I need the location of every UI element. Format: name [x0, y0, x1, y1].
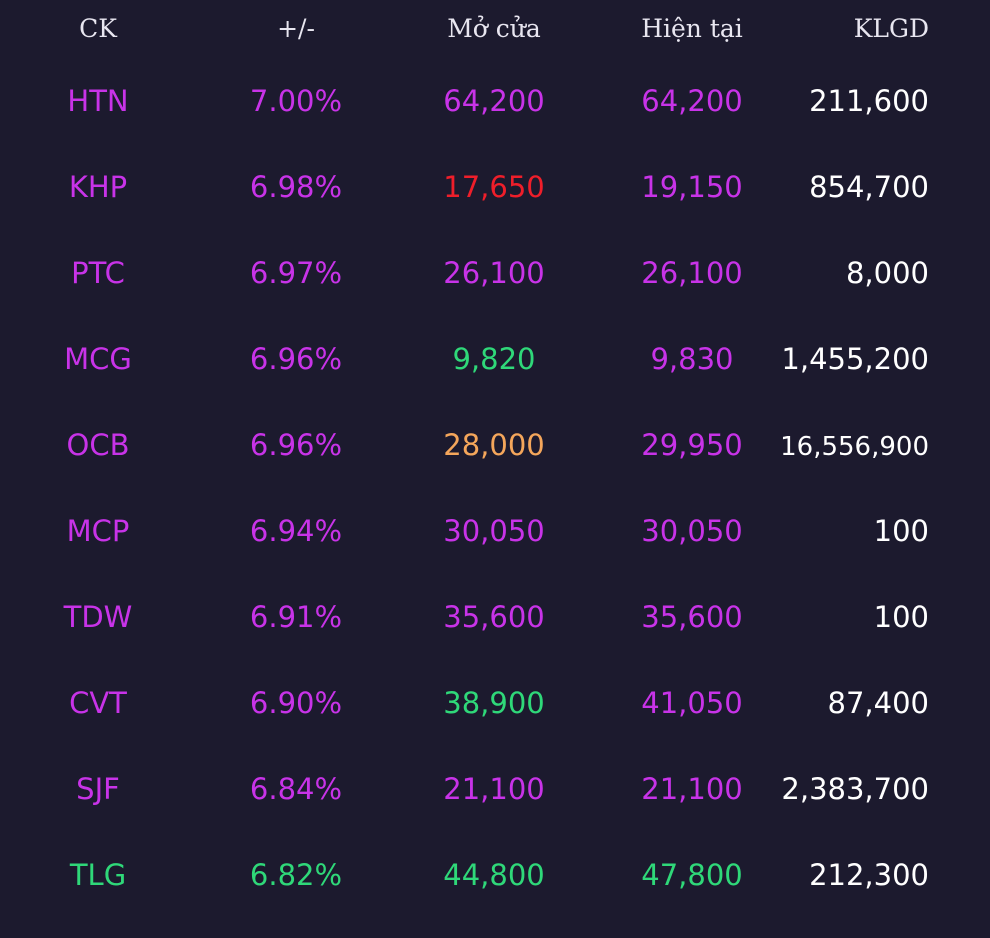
cell-change: 6.90%	[249, 686, 343, 720]
table-row[interactable]: SJF 6.84% 21,100 21,100 2,383,700	[0, 746, 990, 832]
cell-volume: 2,383,700	[781, 772, 929, 806]
cell-ck[interactable]: PTC	[71, 256, 125, 290]
table-row[interactable]: MCG 6.96% 9,820 9,830 1,455,200	[0, 316, 990, 402]
cell-ck[interactable]: OCB	[66, 428, 130, 462]
cell-change: 7.00%	[249, 84, 343, 118]
cell-volume: 87,400	[827, 686, 929, 720]
table-row[interactable]: TLG 6.82% 44,800 47,800 212,300	[0, 832, 990, 918]
cell-change: 6.82%	[249, 858, 343, 892]
header-open[interactable]: Mở cửa	[447, 14, 541, 43]
cell-current: 19,150	[641, 170, 743, 204]
cell-ck[interactable]: SJF	[76, 772, 120, 806]
cell-change: 6.91%	[249, 600, 343, 634]
cell-change: 6.96%	[249, 342, 343, 376]
cell-current: 21,100	[641, 772, 743, 806]
cell-current: 47,800	[641, 858, 743, 892]
table-row[interactable]: MCP 6.94% 30,050 30,050 100	[0, 488, 990, 574]
table-body: HTN 7.00% 64,200 64,200 211,600 KHP 6.98…	[0, 58, 990, 918]
cell-volume: 1,455,200	[781, 342, 929, 376]
cell-current: 35,600	[641, 600, 743, 634]
table-row[interactable]: HTN 7.00% 64,200 64,200 211,600	[0, 58, 990, 144]
cell-ck[interactable]: TLG	[69, 858, 127, 892]
cell-current: 41,050	[641, 686, 743, 720]
cell-open: 21,100	[443, 772, 545, 806]
header-change[interactable]: +/-	[277, 14, 315, 43]
cell-ck[interactable]: MCG	[64, 342, 132, 376]
cell-current: 30,050	[641, 514, 743, 548]
cell-change: 6.94%	[249, 514, 343, 548]
cell-volume: 211,600	[809, 84, 929, 118]
table-row[interactable]: KHP 6.98% 17,650 19,150 854,700	[0, 144, 990, 230]
cell-current: 9,830	[650, 342, 734, 376]
cell-open: 9,820	[452, 342, 536, 376]
cell-change: 6.98%	[249, 170, 343, 204]
cell-volume: 100	[873, 600, 929, 634]
header-volume[interactable]: KLGD	[853, 14, 929, 43]
cell-current: 29,950	[641, 428, 743, 462]
table-row[interactable]: OCB 6.96% 28,000 29,950 16,556,900	[0, 402, 990, 488]
cell-open: 17,650	[443, 170, 545, 204]
cell-change: 6.96%	[249, 428, 343, 462]
cell-volume: 16,556,900	[780, 432, 929, 462]
table-row[interactable]: PTC 6.97% 26,100 26,100 8,000	[0, 230, 990, 316]
cell-change: 6.97%	[249, 256, 343, 290]
cell-open: 35,600	[443, 600, 545, 634]
cell-ck[interactable]: CVT	[69, 686, 127, 720]
cell-ck[interactable]: KHP	[68, 170, 128, 204]
cell-current: 26,100	[641, 256, 743, 290]
cell-volume: 100	[873, 514, 929, 548]
cell-open: 44,800	[443, 858, 545, 892]
cell-open: 26,100	[443, 256, 545, 290]
table-row[interactable]: CVT 6.90% 38,900 41,050 87,400	[0, 660, 990, 746]
cell-volume: 8,000	[845, 256, 929, 290]
cell-ck[interactable]: TDW	[63, 600, 133, 634]
cell-current: 64,200	[641, 84, 743, 118]
cell-volume: 854,700	[809, 170, 929, 204]
table-header: CK +/- Mở cửa Hiện tại KLGD	[0, 0, 990, 60]
cell-open: 28,000	[443, 428, 545, 462]
cell-open: 30,050	[443, 514, 545, 548]
table-row[interactable]: TDW 6.91% 35,600 35,600 100	[0, 574, 990, 660]
cell-open: 38,900	[443, 686, 545, 720]
cell-change: 6.84%	[249, 772, 343, 806]
header-ck[interactable]: CK	[79, 14, 117, 43]
header-current[interactable]: Hiện tại	[641, 14, 743, 43]
cell-ck[interactable]: HTN	[67, 84, 129, 118]
cell-open: 64,200	[443, 84, 545, 118]
cell-volume: 212,300	[809, 858, 929, 892]
cell-ck[interactable]: MCP	[66, 514, 130, 548]
